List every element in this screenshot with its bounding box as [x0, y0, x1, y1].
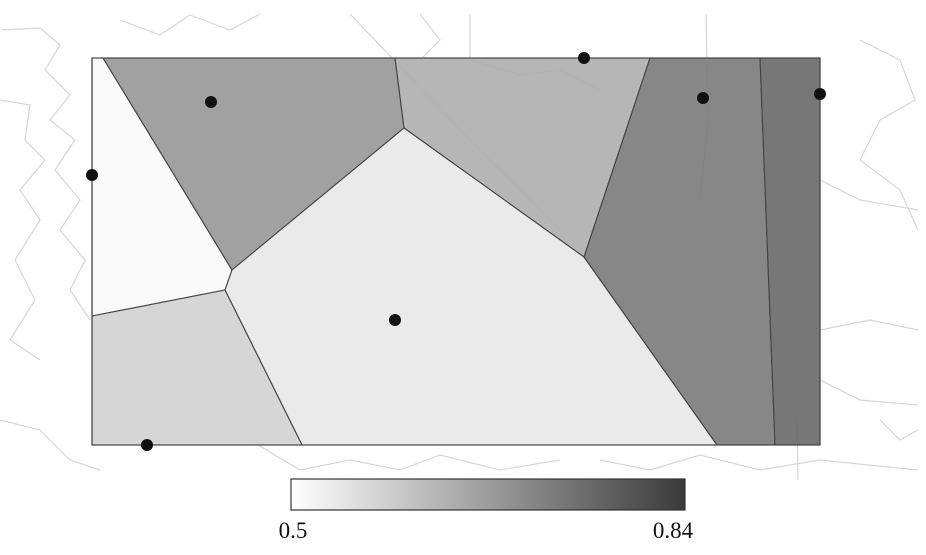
colorbar	[290, 478, 686, 511]
site	[578, 52, 590, 64]
site	[86, 169, 98, 181]
site	[697, 92, 709, 104]
site	[814, 88, 826, 100]
site	[205, 96, 217, 108]
colorbar-tick-label: 0.84	[653, 518, 694, 543]
map-frame	[91, 57, 821, 446]
colorbar-tick-label: 0.5	[279, 518, 308, 543]
sites	[86, 52, 826, 451]
regions	[91, 57, 821, 446]
site	[141, 439, 153, 451]
site	[389, 314, 401, 326]
